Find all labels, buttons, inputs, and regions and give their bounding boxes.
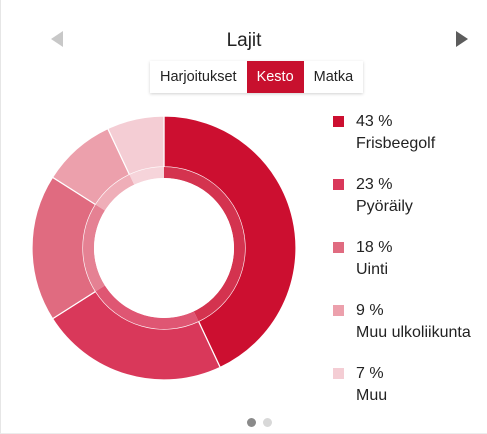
legend-swatch xyxy=(333,116,344,127)
donut-chart xyxy=(31,115,297,381)
triangle-right-icon[interactable] xyxy=(456,31,468,47)
legend-label: Muu ulkoliikunta xyxy=(356,324,471,341)
legend-swatch xyxy=(333,179,344,190)
donut-inner-ring-segment xyxy=(129,167,164,185)
donut-inner-ring-segment xyxy=(164,167,245,322)
donut-hole xyxy=(94,178,234,318)
donut-inner-ring-segment xyxy=(95,285,199,329)
tab-kesto[interactable]: Kesto xyxy=(246,61,304,93)
legend-swatch xyxy=(333,242,344,253)
legend-label: Muu xyxy=(356,387,388,404)
tab-matka[interactable]: Matka xyxy=(313,69,354,85)
metric-tabs: Harjoitukset Kesto Matka xyxy=(150,61,364,93)
legend-label: Uinti xyxy=(356,261,389,278)
page-dot[interactable] xyxy=(263,418,272,427)
legend-percent: 9 % xyxy=(356,302,384,319)
legend-swatch xyxy=(333,305,344,316)
legend-label: Frisbeegolf xyxy=(356,135,436,152)
tab-harjoitukset[interactable]: Harjoitukset xyxy=(160,69,237,85)
widget-title: Lajit xyxy=(226,30,262,51)
page-dot[interactable] xyxy=(247,418,256,427)
donut-inner-ring-segment xyxy=(83,204,105,292)
legend-swatch xyxy=(333,368,344,379)
legend-percent: 7 % xyxy=(356,365,384,382)
legend-percent: 43 % xyxy=(356,113,393,130)
donut-inner-ring-segment xyxy=(95,174,135,211)
legend-percent: 18 % xyxy=(356,239,393,256)
triangle-left-icon[interactable] xyxy=(51,31,63,47)
pagination-dots xyxy=(247,418,272,427)
legend-label: Pyöräily xyxy=(356,198,413,215)
legend-percent: 23 % xyxy=(356,176,393,193)
